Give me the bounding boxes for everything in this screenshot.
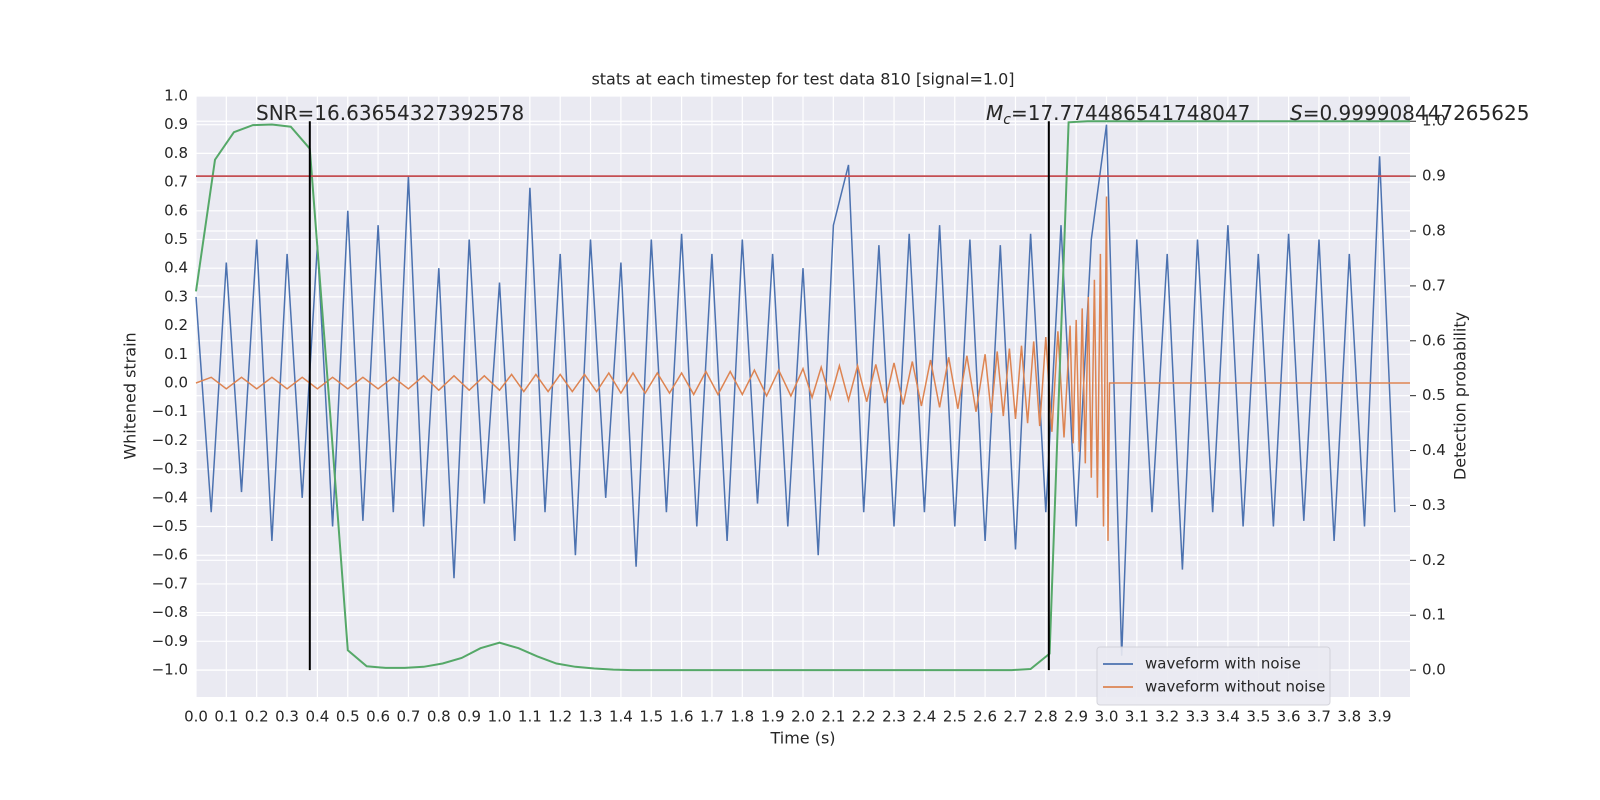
x-tick-label: 3.0 xyxy=(1095,708,1119,726)
x-axis-label: Time (s) xyxy=(769,729,835,748)
y2-tick-label: 0.1 xyxy=(1422,606,1446,624)
y-tick-label: 1.0 xyxy=(164,87,188,105)
x-tick-label: 0.8 xyxy=(427,708,451,726)
x-tick-label: 1.1 xyxy=(518,708,542,726)
x-tick-label: 3.1 xyxy=(1125,708,1149,726)
annotation: S=0.999908447265625 xyxy=(1290,101,1529,125)
y-tick-label: −1.0 xyxy=(152,661,188,679)
x-tick-label: 1.2 xyxy=(548,708,572,726)
y2-tick-label: 0.5 xyxy=(1422,386,1446,404)
x-tick-label: 2.3 xyxy=(882,708,906,726)
x-tick-label: 1.5 xyxy=(639,708,663,726)
x-tick-label: 0.5 xyxy=(336,708,360,726)
y2-tick-label: 0.4 xyxy=(1422,441,1446,459)
x-tick-label: 1.7 xyxy=(700,708,724,726)
x-tick-label: 3.3 xyxy=(1186,708,1210,726)
series-line xyxy=(195,124,1396,656)
annotation-subscript: c xyxy=(1003,112,1011,128)
y-tick-label: 0.4 xyxy=(164,259,188,277)
x-tick-label: 0.6 xyxy=(366,708,390,726)
y-tick-label: 0.5 xyxy=(164,230,188,248)
x-tick-label: 0.4 xyxy=(305,708,329,726)
x-tick-label: 2.7 xyxy=(1004,708,1028,726)
y-tick-label: −0.3 xyxy=(152,460,188,478)
y-tick-label: −0.6 xyxy=(152,546,188,564)
y2-tick-label: 0.0 xyxy=(1422,661,1446,679)
x-tick-label: 0.9 xyxy=(457,708,481,726)
y-tick-label: 0.8 xyxy=(164,144,188,162)
y-tick-label: 0.2 xyxy=(164,316,188,334)
y-tick-label: 0.7 xyxy=(164,173,188,191)
legend-label: waveform with noise xyxy=(1145,655,1301,673)
y-tick-label: 0.1 xyxy=(164,345,188,363)
x-tick-label: 2.6 xyxy=(973,708,997,726)
x-tick-label: 0.2 xyxy=(245,708,269,726)
y2-tick-label: 1.0 xyxy=(1422,112,1446,130)
annotation-symbol: S xyxy=(1290,101,1303,125)
x-tick-label: 2.5 xyxy=(943,708,967,726)
x-tick-label: 0.3 xyxy=(275,708,299,726)
x-tick-label: 1.0 xyxy=(488,708,512,726)
annotation-text: =0.999908447265625 xyxy=(1303,101,1530,125)
y-tick-label: −0.9 xyxy=(152,632,188,650)
y2-tick-label: 0.9 xyxy=(1422,167,1446,185)
y2-tick-label: 0.3 xyxy=(1422,496,1446,514)
x-tick-label: 1.8 xyxy=(730,708,754,726)
y-tick-label: 0.3 xyxy=(164,287,188,305)
x-tick-label: 3.8 xyxy=(1337,708,1361,726)
grid xyxy=(195,95,1410,697)
x-tick-label: 2.1 xyxy=(821,708,845,726)
x-tick-label: 0.1 xyxy=(214,708,238,726)
y-tick-label: 0.0 xyxy=(164,374,188,392)
x-tick-label: 3.7 xyxy=(1307,708,1331,726)
y-tick-label: −0.4 xyxy=(152,488,188,506)
y-tick-label: 0.9 xyxy=(164,115,188,133)
y-tick-label: −0.5 xyxy=(152,517,188,535)
annotation-symbol: M xyxy=(986,101,1003,125)
x-tick-label: 3.6 xyxy=(1277,708,1301,726)
y-tick-label: −0.1 xyxy=(152,402,188,420)
x-tick-label: 1.3 xyxy=(579,708,603,726)
x-tick-label: 1.6 xyxy=(670,708,694,726)
y2-tick-label: 0.8 xyxy=(1422,222,1446,240)
y2-tick-label: 0.2 xyxy=(1422,551,1446,569)
y-axis-label: Whitened strain xyxy=(121,332,140,459)
x-tick-label: 3.2 xyxy=(1155,708,1179,726)
annotation: SNR=16.63654327392578 xyxy=(256,101,524,125)
series-line xyxy=(195,196,1410,541)
series-line xyxy=(195,120,1410,672)
legend-box xyxy=(1096,646,1331,706)
y-tick-label: −0.2 xyxy=(152,431,188,449)
x-tick-label: 3.5 xyxy=(1246,708,1270,726)
annotation-text: =17.774486541748047 xyxy=(1011,101,1250,125)
labels: 0.0 0.1 0.2 0.3 0.4 0.5 0.6 0.7 0.8 0.9 1.0 1.1 1.2 1… xyxy=(152,87,1530,726)
legend-label: waveform without noise xyxy=(1145,678,1325,696)
x-tick-label: 3.9 xyxy=(1368,708,1392,726)
x-tick-label: 3.4 xyxy=(1216,708,1240,726)
marks xyxy=(195,120,1410,672)
chart-title: stats at each timestep for test data 810… xyxy=(591,70,1014,89)
y-tick-label: 0.6 xyxy=(164,201,188,219)
y2-tick-label: 0.6 xyxy=(1422,331,1446,349)
annotation: Mc=17.774486541748047 xyxy=(986,101,1250,129)
x-tick-label: 0.0 xyxy=(184,708,208,726)
x-tick-label: 2.0 xyxy=(791,708,815,726)
x-tick-label: 1.9 xyxy=(761,708,785,726)
y2-axis-label: Detection probability xyxy=(1451,312,1470,480)
x-tick-label: 2.9 xyxy=(1064,708,1088,726)
x-tick-label: 2.2 xyxy=(852,708,876,726)
x-tick-label: 2.4 xyxy=(912,708,936,726)
x-tick-label: 2.8 xyxy=(1034,708,1058,726)
y-tick-label: −0.8 xyxy=(152,603,188,621)
x-tick-label: 0.7 xyxy=(397,708,421,726)
y2-tick-label: 0.7 xyxy=(1422,276,1446,294)
y-tick-label: −0.7 xyxy=(152,574,188,592)
annotation-text: SNR=16.63654327392578 xyxy=(256,101,524,125)
x-tick-label: 1.4 xyxy=(609,708,633,726)
